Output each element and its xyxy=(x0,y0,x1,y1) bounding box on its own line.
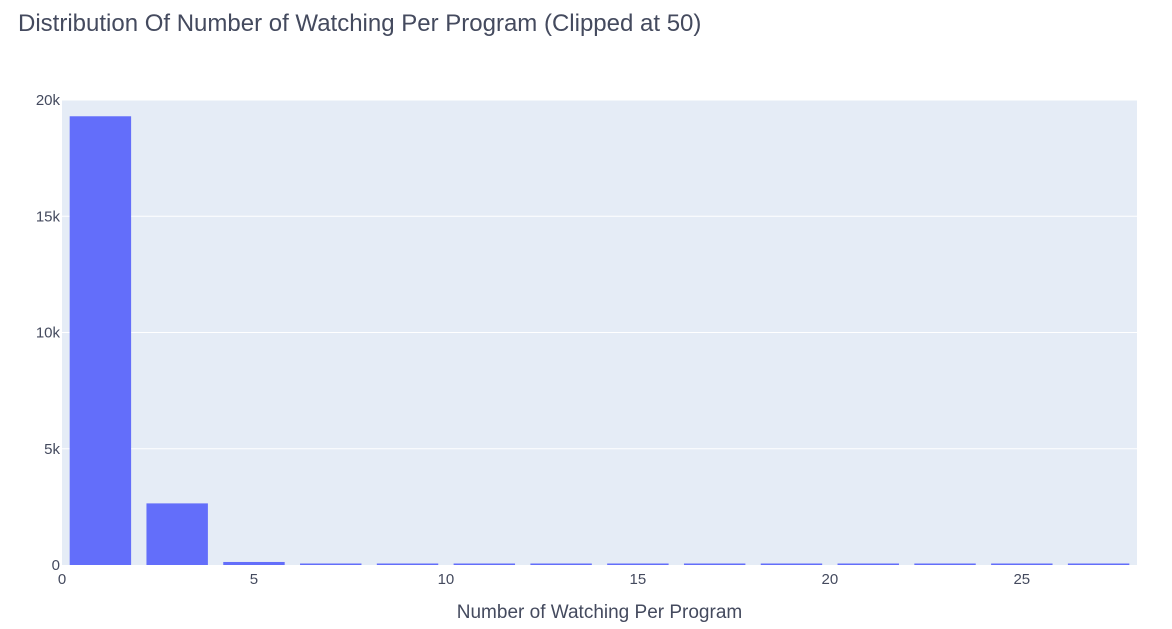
y-axis-ticks: 0 5k 10k 15k 20k xyxy=(36,92,61,574)
histogram-bar xyxy=(914,563,976,565)
bars xyxy=(69,116,1130,566)
chart-title: Distribution Of Number of Watching Per P… xyxy=(18,10,702,37)
histogram-bar xyxy=(146,503,208,565)
x-tick-label: 0 xyxy=(58,571,66,588)
y-tick-label: 0 xyxy=(52,557,60,574)
histogram-bar xyxy=(760,563,823,565)
x-tick-label: 15 xyxy=(630,571,647,588)
x-tick-label: 5 xyxy=(250,571,258,588)
x-axis-title: Number of Watching Per Program xyxy=(457,602,742,623)
y-tick-label: 15k xyxy=(36,208,61,225)
histogram-bar xyxy=(530,563,592,565)
histogram-bar xyxy=(683,563,746,565)
y-tick-label: 10k xyxy=(36,325,61,342)
histogram-bar xyxy=(376,563,439,565)
grid-lines xyxy=(62,99,1137,450)
histogram-bar xyxy=(607,563,669,565)
histogram-bar xyxy=(223,561,285,565)
x-tick-label: 25 xyxy=(1013,571,1030,588)
histogram-bar xyxy=(1067,563,1130,565)
histogram-bar xyxy=(69,116,132,566)
x-tick-label: 10 xyxy=(438,571,455,588)
y-tick-label: 5k xyxy=(44,441,60,458)
x-tick-label: 20 xyxy=(822,571,839,588)
histogram-bar xyxy=(453,563,516,565)
histogram-bar xyxy=(991,563,1053,565)
x-axis-ticks: 0 5 10 15 20 25 xyxy=(58,571,1030,588)
histogram-bar xyxy=(300,563,362,565)
histogram-bar xyxy=(837,563,899,565)
y-tick-label: 20k xyxy=(36,92,61,109)
